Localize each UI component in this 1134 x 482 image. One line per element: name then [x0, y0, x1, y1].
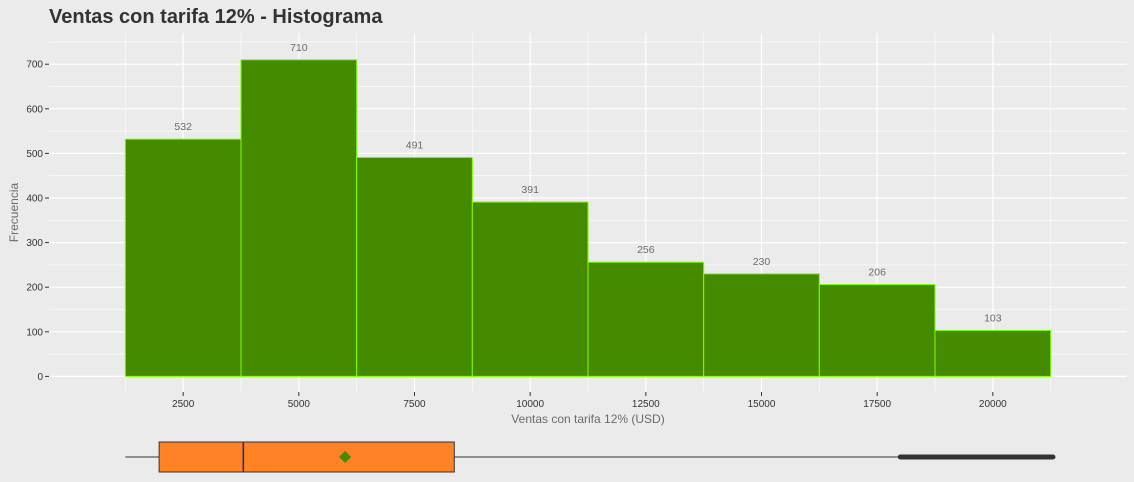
- y-tick-label: 0: [37, 372, 43, 383]
- x-tick-label: 20000: [979, 399, 1007, 410]
- chart-title: Ventas con tarifa 12% - Histograma: [49, 6, 383, 28]
- bar-count-label: 256: [637, 244, 655, 256]
- bar-count-label: 710: [290, 42, 308, 54]
- bar-count-label: 491: [406, 139, 424, 151]
- bar-count-label: 230: [753, 256, 771, 268]
- histogram-bars: [124, 59, 1052, 377]
- bar-count-label: 532: [174, 121, 192, 133]
- x-axis-title: Ventas con tarifa 12% (USD): [511, 412, 664, 426]
- x-tick-label: 12500: [632, 399, 660, 410]
- bar-count-label: 103: [984, 312, 1002, 324]
- x-tick-label: 17500: [863, 399, 891, 410]
- x-tick-label: 10000: [516, 399, 544, 410]
- x-tick-label: 2500: [172, 399, 195, 410]
- histogram-bar: [818, 284, 936, 377]
- y-axis-title: Frecuencia: [7, 183, 21, 243]
- histogram-bar: [934, 329, 1052, 377]
- x-tick-label: 5000: [288, 399, 311, 410]
- histogram-bar: [356, 156, 473, 377]
- x-axis-ticks: 2500 5000 7500 10000 12500 15000 17500 20000: [172, 392, 1007, 410]
- y-tick-label: 600: [26, 104, 43, 115]
- histogram-bar: [587, 261, 705, 377]
- histogram-bar: [703, 273, 820, 377]
- boxplot-box: [158, 441, 455, 473]
- y-tick-label: 500: [26, 149, 43, 160]
- histogram-bar: [471, 201, 589, 377]
- histogram-bar: [240, 59, 358, 377]
- bar-count-label: 391: [521, 184, 539, 196]
- bar-count-label: 206: [868, 267, 886, 279]
- y-tick-label: 400: [26, 194, 43, 205]
- y-tick-label: 200: [26, 283, 43, 294]
- boxplot: [125, 441, 1056, 473]
- y-tick-label: 700: [26, 60, 43, 71]
- x-tick-label: 15000: [748, 399, 776, 410]
- bar-count-labels: 532 710 491 391 256 230 206 103: [174, 42, 1001, 325]
- x-tick-label: 7500: [403, 399, 426, 410]
- histogram-bar: [124, 138, 242, 377]
- y-axis-ticks: 0 100 200 300 400 500 600 700: [26, 60, 49, 383]
- y-tick-label: 100: [26, 327, 43, 338]
- y-tick-label: 300: [26, 238, 43, 249]
- boxplot-mean-marker: [339, 451, 352, 463]
